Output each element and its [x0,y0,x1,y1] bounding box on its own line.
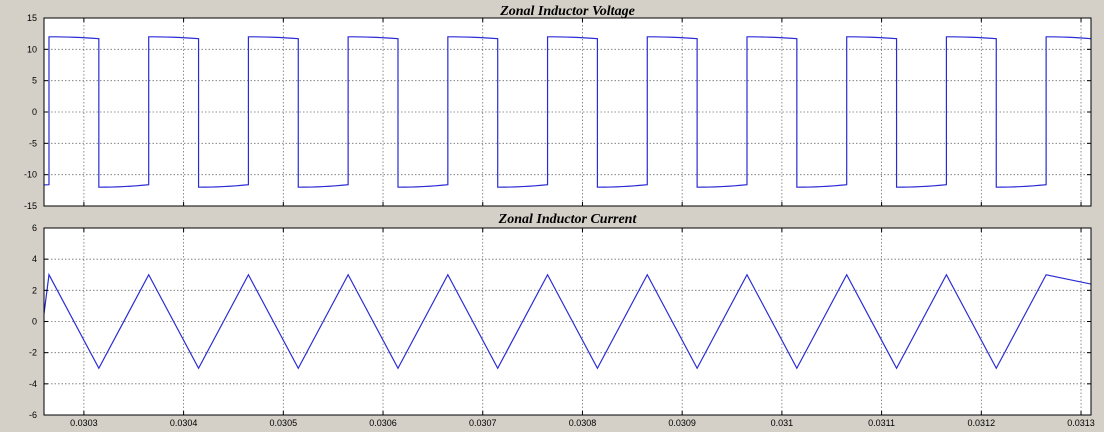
y-tick-label: 4 [32,254,37,264]
chart-panel-1: -15 -10 -5 0 5 10 15 Zonal Inductor Voltage [24,4,1092,211]
y-tick-label: 5 [32,76,37,86]
y-tick-label: 2 [32,285,37,295]
y-tick-label: -10 [24,170,37,180]
x-tick-label: 0.031 [771,418,794,428]
y-tick-label: -5 [29,138,37,148]
grid [44,228,1091,415]
y-tick-label: 0 [32,317,37,327]
y-tick-label: -4 [29,379,37,389]
y-tick-label: -15 [24,201,37,211]
x-tick-label: 0.0304 [170,418,198,428]
x-tick-label: 0.0312 [968,418,996,428]
grid [44,18,1091,206]
series-line [44,272,1091,370]
x-tick-label: 0.0313 [1067,418,1095,428]
x-tick-label: 0.0311 [868,418,895,428]
y-tick-label: -6 [29,410,37,420]
chart-panel-2: -6 -4 -2 0 2 4 6 0.0303 0.0304 0.0305 0.0306 0.0307… [29,212,1095,428]
y-tick-label: 6 [32,223,37,233]
x-tick-label: 0.0303 [70,418,98,428]
y-tick-label: -2 [29,348,37,358]
y-tick-label: 15 [27,13,37,23]
panel-title: Zonal Inductor Voltage [499,4,635,19]
x-tick-label: 0.0306 [369,418,397,428]
panel-title: Zonal Inductor Current [498,212,638,227]
x-tick-label: 0.0308 [569,418,597,428]
x-tick-label: 0.0305 [270,418,298,428]
y-tick-label: 0 [32,107,37,117]
x-tick-label: 0.0307 [469,418,497,428]
y-tick-label: 10 [27,44,37,54]
x-tick-label: 0.0309 [668,418,696,428]
series-line [44,36,1091,188]
